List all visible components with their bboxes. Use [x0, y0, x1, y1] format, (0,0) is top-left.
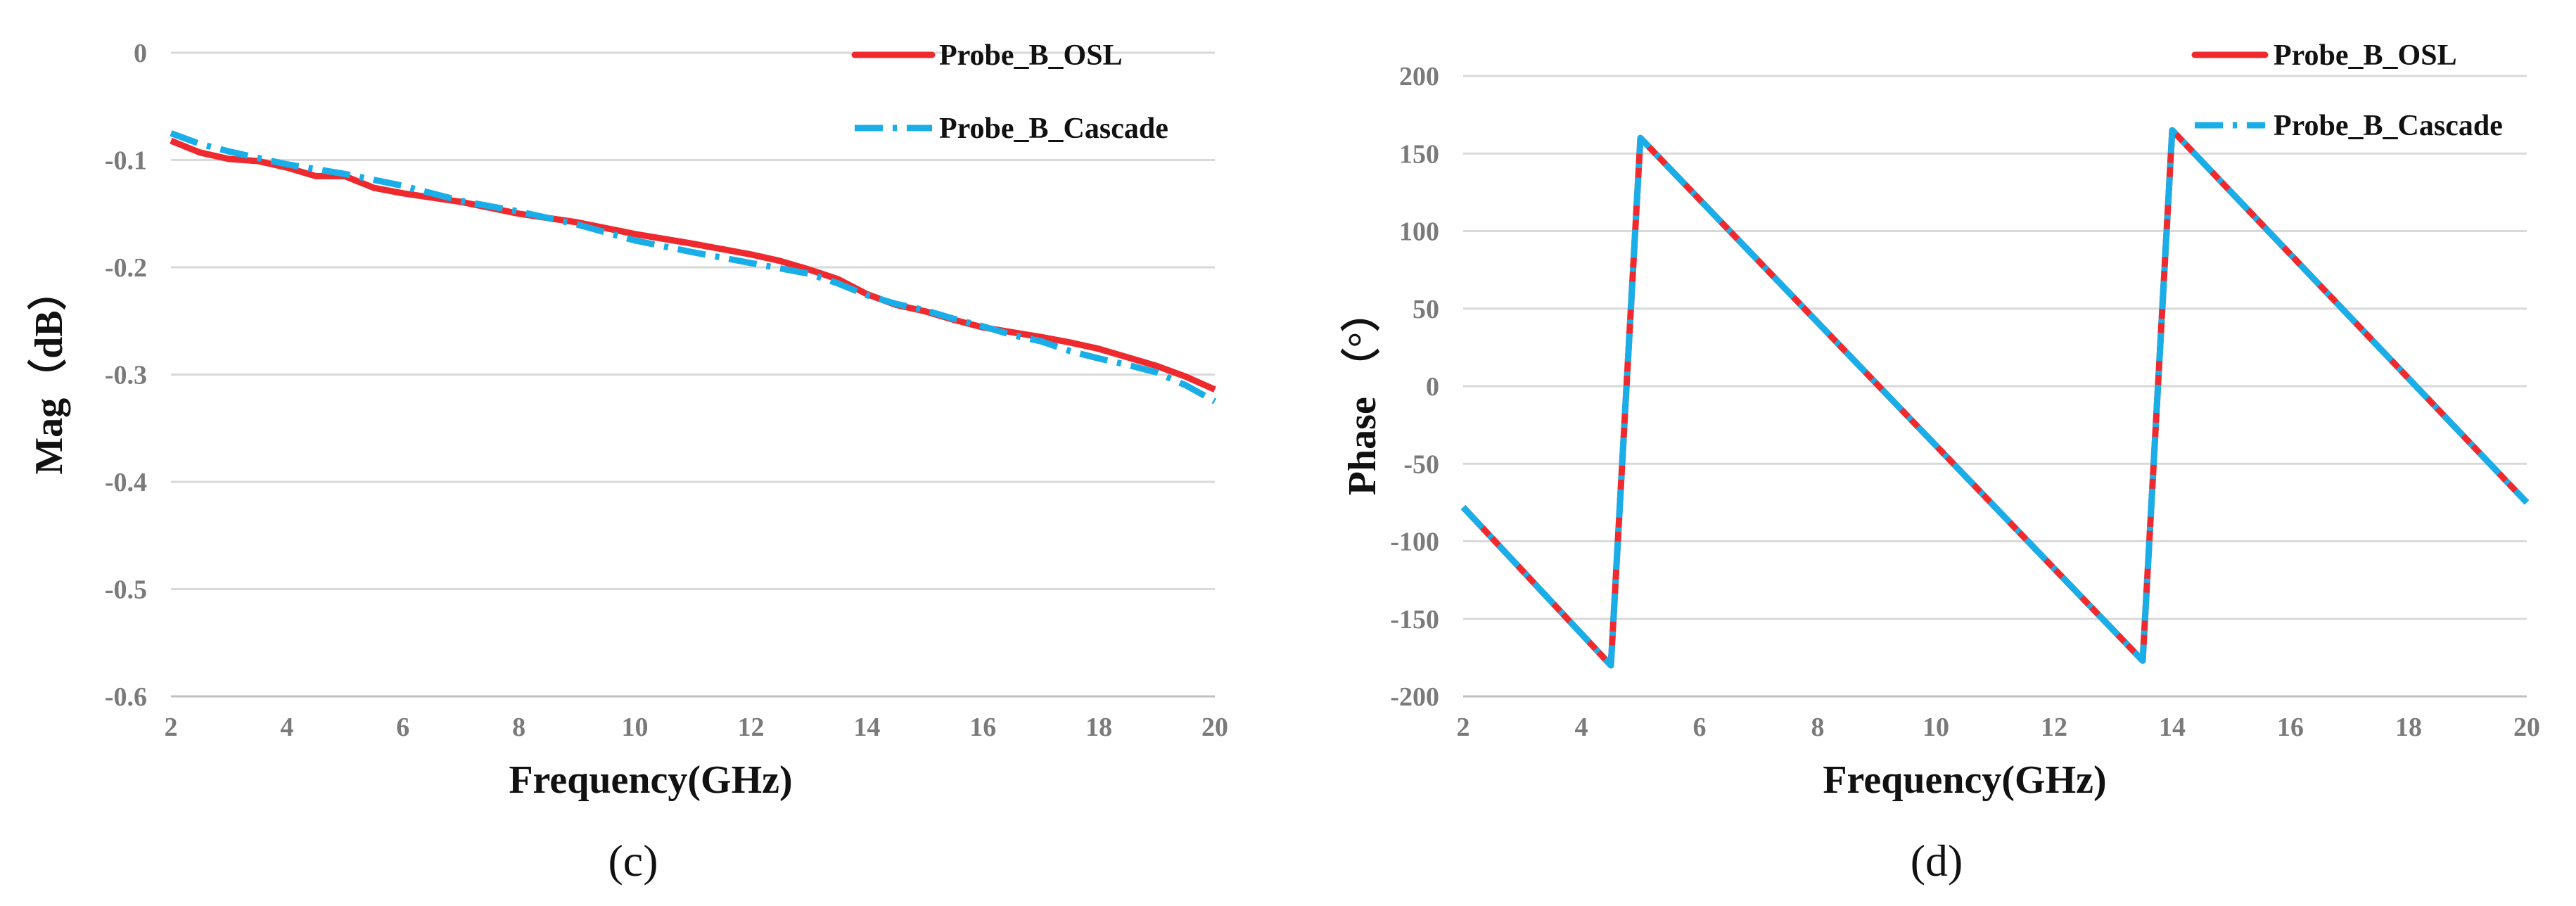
phase-y-ticks: 200 150 100 50 0 -50 -100 -150 -200	[1390, 62, 1439, 712]
magnitude-x-tick-label: 8	[512, 713, 525, 742]
phase-gridlines	[1463, 75, 2527, 620]
magnitude-legend-label-cascade: Probe_B_Cascade	[939, 113, 1168, 145]
phase-x-tick-label: 16	[2277, 713, 2304, 742]
phase-x-tick-label: 8	[1811, 713, 1825, 742]
phase-y-tick-label: -200	[1390, 682, 1439, 712]
magnitude-legend-label-osl: Probe_B_OSL	[939, 39, 1123, 72]
magnitude-x-tick-label: 2	[165, 713, 178, 742]
phase-x-ticks: 2 4 6 8 10 12 14 16 18 20	[1457, 713, 2541, 742]
magnitude-y-tick-label: -0.6	[105, 682, 147, 712]
magnitude-caption: (c)	[608, 836, 658, 886]
phase-series-cascade	[1460, 127, 2530, 669]
magnitude-y-ticks: 0 -0.1 -0.2 -0.3 -0.4 -0.5 -0.6	[105, 39, 147, 712]
magnitude-y-axis-title: Mag（dB）	[27, 271, 71, 474]
phase-series-osl	[1460, 127, 2530, 669]
magnitude-x-tick-label: 18	[1085, 713, 1112, 742]
magnitude-x-tick-label: 12	[737, 713, 764, 742]
magnitude-gridlines	[171, 51, 1215, 590]
magnitude-x-axis-title: Frequency(GHz)	[509, 758, 792, 802]
magnitude-x-tick-label: 4	[280, 713, 293, 742]
magnitude-series-osl	[170, 137, 1216, 393]
phase-y-tick-label: 150	[1399, 139, 1439, 169]
phase-y-tick-label: 50	[1413, 295, 1439, 324]
phase-legend-label-cascade: Probe_B_Cascade	[2274, 110, 2503, 142]
magnitude-x-tick-label: 10	[622, 713, 649, 742]
phase-y-tick-label: -150	[1390, 605, 1439, 634]
magnitude-x-tick-label: 16	[969, 713, 996, 742]
phase-chart: 200 150 100 50 0 -50 -100 -150 -200 2 4 6 8 10 12 14 16…	[1340, 39, 2540, 886]
phase-caption: (d)	[1911, 836, 1963, 886]
phase-x-tick-label: 2	[1457, 713, 1470, 742]
phase-x-axis-title: Frequency(GHz)	[1823, 758, 2106, 802]
phase-series	[1460, 127, 2530, 669]
magnitude-series	[170, 130, 1217, 404]
phase-y-tick-label: 200	[1399, 62, 1439, 91]
magnitude-y-tick-label: -0.5	[105, 575, 147, 605]
magnitude-y-tick-label: -0.3	[105, 361, 147, 390]
phase-y-tick-label: 0	[1426, 372, 1439, 402]
phase-y-tick-label: 100	[1399, 217, 1439, 247]
phase-x-tick-label: 4	[1575, 713, 1588, 742]
phase-x-tick-label: 20	[2513, 713, 2540, 742]
magnitude-chart: 0 -0.1 -0.2 -0.3 -0.4 -0.5 -0.6 2 4 6 8 10 12 14 16 18…	[27, 39, 1228, 886]
magnitude-y-tick-label: -0.2	[105, 253, 147, 283]
magnitude-y-tick-label: -0.4	[105, 468, 147, 497]
magnitude-y-tick-label: -0.1	[105, 146, 147, 176]
phase-x-tick-label: 14	[2159, 713, 2186, 742]
phase-x-tick-label: 6	[1693, 713, 1707, 742]
magnitude-legend: Probe_B_OSL Probe_B_Cascade	[851, 39, 1168, 145]
magnitude-x-tick-label: 14	[853, 713, 880, 742]
phase-legend-label-osl: Probe_B_OSL	[2274, 39, 2457, 72]
magnitude-x-tick-label: 6	[396, 713, 409, 742]
phase-x-tick-label: 18	[2395, 713, 2422, 742]
magnitude-x-ticks: 2 4 6 8 10 12 14 16 18 20	[165, 713, 1229, 742]
magnitude-x-tick-label: 20	[1201, 713, 1228, 742]
phase-y-tick-label: -50	[1403, 449, 1439, 479]
magnitude-series-cascade	[170, 130, 1217, 404]
phase-y-tick-label: -100	[1390, 528, 1439, 557]
phase-legend: Probe_B_OSL Probe_B_Cascade	[2191, 39, 2503, 142]
magnitude-y-tick-label: 0	[134, 39, 147, 68]
phase-x-tick-label: 10	[1923, 713, 1949, 742]
phase-y-axis-title: Phase （°）	[1340, 293, 1384, 495]
phase-x-tick-label: 12	[2041, 713, 2067, 742]
